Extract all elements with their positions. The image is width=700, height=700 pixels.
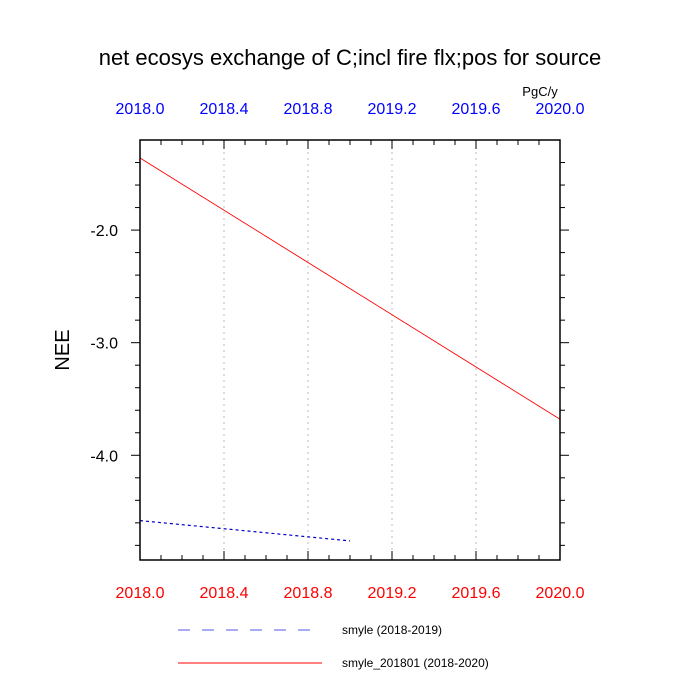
x-tick-label-top: 2020.0	[536, 101, 585, 118]
x-tick-label-top: 2019.6	[452, 101, 501, 118]
x-tick-label-bottom: 2020.0	[536, 585, 585, 602]
series-line-smyle	[139, 520, 351, 542]
chart-title: net ecosys exchange of C;incl fire flx;p…	[99, 45, 602, 70]
legend-label: smyle_201801 (2018-2020)	[342, 656, 489, 670]
x-tick-label-bottom: 2019.6	[452, 585, 501, 602]
x-tick-label-bottom: 2018.0	[116, 585, 165, 602]
x-tick-label-top: 2018.4	[200, 101, 249, 118]
y-tick-label: -2.0	[90, 223, 118, 240]
tick-layer	[131, 140, 569, 560]
x-tick-label-bottom: 2018.8	[284, 585, 333, 602]
tick-label-layer: 2018.0 2018.0 2018.4 2018.4 2018.8 2018.8 2019…	[90, 101, 584, 602]
x-tick-label-bottom: 2018.4	[200, 585, 249, 602]
x-tick-label-top: 2018.8	[284, 101, 333, 118]
series-layer	[139, 157, 561, 542]
x-tick-label-top: 2019.2	[368, 101, 417, 118]
y-tick-label: -4.0	[90, 448, 118, 465]
plot-frame	[139, 139, 561, 561]
legend: smyle (2018-2019) smyle_201801 (2018-2020…	[178, 623, 489, 670]
grid-layer	[223, 140, 477, 560]
legend-label: smyle (2018-2019)	[342, 623, 442, 637]
x-tick-label-top: 2018.0	[116, 101, 165, 118]
units-label: PgC/y	[522, 84, 558, 99]
x-tick-label-bottom: 2019.2	[368, 585, 417, 602]
y-axis-label: NEE	[52, 329, 74, 370]
y-tick-label: -3.0	[90, 336, 118, 353]
series-line-smyle-201801	[139, 157, 561, 420]
